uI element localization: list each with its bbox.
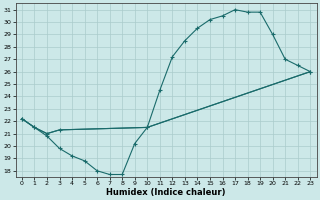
X-axis label: Humidex (Indice chaleur): Humidex (Indice chaleur) [106,188,226,197]
